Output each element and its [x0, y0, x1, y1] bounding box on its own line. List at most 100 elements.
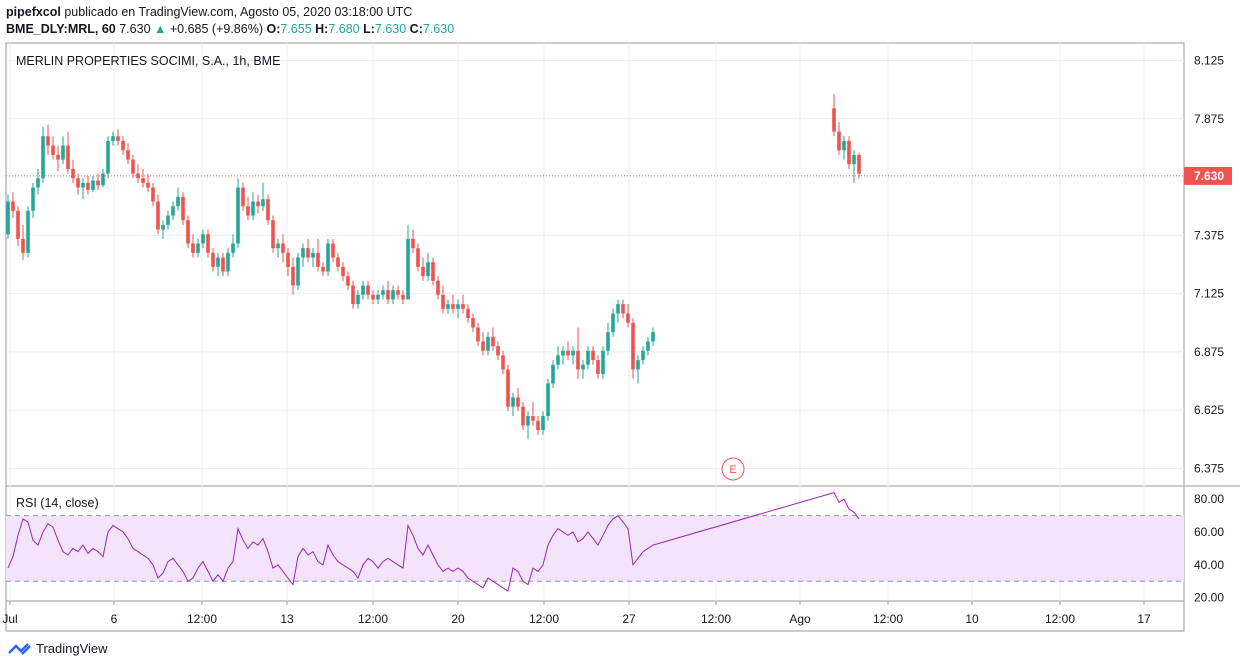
candle-body — [16, 210, 20, 239]
candle-body — [331, 243, 335, 258]
candle-body — [501, 355, 505, 370]
candle-body — [61, 145, 65, 160]
candle-body — [491, 336, 495, 347]
candle-body — [451, 304, 455, 309]
candle-body — [191, 243, 195, 253]
candle-body — [531, 416, 535, 421]
candle-body — [66, 145, 70, 169]
high-value: 7.680 — [328, 22, 360, 36]
rsi-tick-label: 40.00 — [1194, 558, 1224, 572]
time-tick-label: 27 — [622, 612, 636, 626]
candle-body — [461, 304, 465, 309]
last-price-label: 7.630 — [1194, 169, 1224, 183]
candle-body — [121, 140, 125, 151]
candle-body — [391, 290, 395, 300]
candle-body — [316, 252, 320, 267]
rsi-tick-label: 80.00 — [1194, 492, 1224, 506]
open-label: O: — [266, 22, 281, 36]
candle-body — [126, 150, 130, 160]
candle-body — [286, 252, 290, 267]
rsi-line — [7, 492, 860, 592]
candle-body — [141, 178, 145, 183]
candle-body — [626, 313, 630, 323]
rsi-tick-label: 20.00 — [1194, 591, 1224, 605]
candle-body — [231, 243, 235, 253]
candle-body — [356, 294, 360, 305]
candle-body — [281, 243, 285, 253]
low-value: 7.630 — [374, 22, 407, 36]
candle-body — [296, 257, 300, 286]
candle-body — [646, 341, 650, 351]
candle-body — [476, 327, 480, 342]
candle-body — [832, 108, 836, 132]
candle-body — [11, 201, 15, 211]
candle-body — [201, 234, 205, 244]
candle-body — [416, 248, 420, 267]
last-price-tag — [1184, 166, 1232, 185]
candle-body — [842, 140, 846, 151]
last-price: 7.630 — [119, 22, 151, 36]
time-tick-label: 13 — [280, 612, 294, 626]
brand-label: TradingView — [36, 641, 108, 656]
candle-body — [441, 294, 445, 309]
candle-body — [857, 154, 861, 174]
candle-body — [301, 248, 305, 258]
candle-body — [621, 304, 625, 314]
candle-body — [161, 224, 165, 230]
candle-body — [366, 285, 370, 295]
candle-body — [91, 180, 95, 190]
candle-body — [151, 187, 155, 202]
candle-body — [611, 313, 615, 333]
candle-body — [321, 266, 325, 272]
candle-body — [506, 369, 510, 407]
candle-body — [616, 304, 620, 314]
candle-body — [496, 346, 500, 356]
candle-body — [166, 215, 170, 225]
candle-body — [81, 182, 85, 188]
candle-body — [176, 196, 180, 207]
candle-body — [241, 187, 245, 207]
rsi-band — [6, 515, 1184, 582]
candle-body — [446, 304, 450, 309]
candle-body — [31, 187, 35, 211]
candle-body — [521, 406, 525, 426]
candle-body — [51, 145, 55, 155]
candle-body — [26, 210, 30, 253]
candle-body — [516, 397, 520, 407]
candle-body — [46, 136, 50, 146]
candle-body — [111, 136, 115, 141]
candle-body — [566, 350, 570, 356]
time-tick-label: Ago — [789, 612, 811, 626]
candle-body — [847, 140, 851, 165]
candle-body — [146, 182, 150, 188]
candle-body — [311, 252, 315, 258]
candle-body — [346, 276, 350, 286]
candle-body — [246, 206, 250, 216]
candle-body — [251, 201, 255, 216]
tradingview-brand[interactable]: TradingView — [8, 641, 108, 656]
candle-body — [266, 199, 270, 221]
publish-header: pipefxcol publicado en TradingView.com, … — [6, 5, 412, 19]
candle-body — [156, 201, 160, 230]
candle-body — [596, 360, 600, 375]
candle-body — [116, 136, 120, 141]
author[interactable]: pipefxcol — [6, 5, 61, 19]
candle-body — [641, 350, 645, 361]
candle-body — [456, 304, 460, 309]
candle-body — [471, 318, 475, 328]
candle-body — [837, 131, 841, 151]
candle-body — [36, 178, 40, 188]
candle-body — [106, 140, 110, 174]
time-tick-label: 12:00 — [187, 612, 217, 626]
price-tick-label: 6.375 — [1194, 462, 1224, 476]
chart-title: MERLIN PROPERTIES SOCIMI, S.A., 1h, BME — [16, 54, 280, 68]
candle-body — [406, 238, 410, 300]
candle-body — [206, 234, 210, 253]
candle-body — [236, 187, 240, 244]
candle-body — [21, 238, 25, 253]
candle-body — [561, 350, 565, 356]
time-tick-label: 17 — [1137, 612, 1151, 626]
candle-body — [571, 350, 575, 356]
time-tick-label: 6 — [111, 612, 118, 626]
